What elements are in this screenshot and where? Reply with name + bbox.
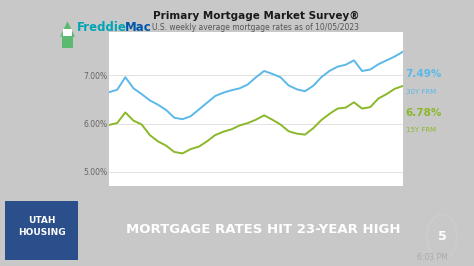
Text: UTAH
HOUSING: UTAH HOUSING (18, 217, 65, 236)
Bar (62, 36, 73, 48)
Text: MORTGAGE RATES HIT 23-YEAR HIGH: MORTGAGE RATES HIT 23-YEAR HIGH (126, 223, 401, 236)
Text: 6.78%: 6.78% (406, 108, 442, 118)
Bar (64, 29, 72, 37)
Text: Mac: Mac (125, 22, 151, 34)
Text: 6:03 PM: 6:03 PM (417, 253, 448, 262)
Text: Primary Mortgage Market Survey®: Primary Mortgage Market Survey® (153, 11, 359, 21)
Text: 5: 5 (438, 230, 447, 243)
Text: 15Y FRM: 15Y FRM (406, 127, 436, 133)
Text: Freddie: Freddie (77, 22, 127, 34)
Text: 7.49%: 7.49% (406, 69, 442, 80)
Text: U.S. weekly average mortgage rates as of 10/05/2023: U.S. weekly average mortgage rates as of… (153, 23, 359, 32)
Polygon shape (60, 21, 75, 37)
FancyBboxPatch shape (5, 201, 78, 260)
Text: 30Y FRM: 30Y FRM (406, 89, 436, 95)
